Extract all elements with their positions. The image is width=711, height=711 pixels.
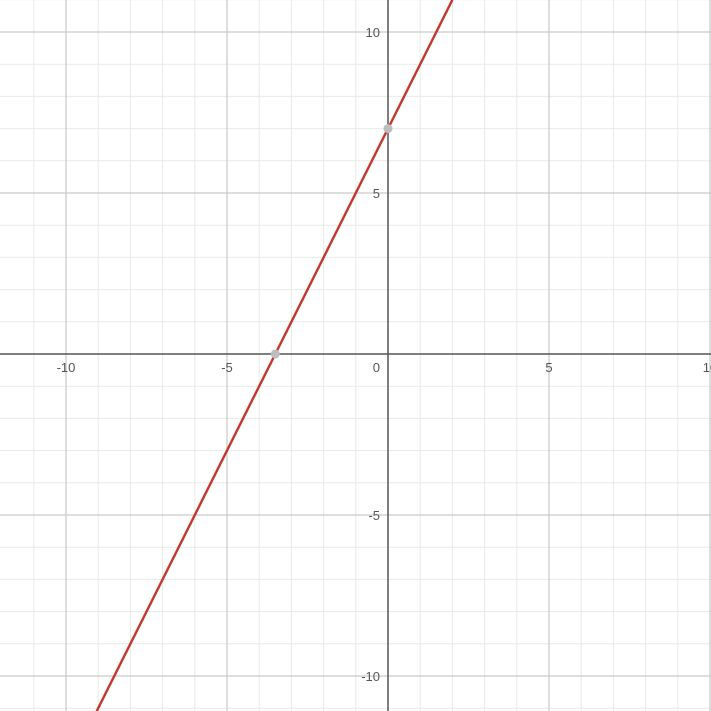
origin-label: 0 <box>373 360 380 375</box>
y-tick-label: 5 <box>373 186 380 201</box>
y-tick-label: -10 <box>361 669 380 684</box>
y-tick-label: -5 <box>368 508 380 523</box>
x-tick-label: -5 <box>221 360 233 375</box>
x-tick-label: 10 <box>703 360 711 375</box>
x-tick-label: -10 <box>57 360 76 375</box>
y-tick-label: 10 <box>366 25 380 40</box>
x-tick-label: 5 <box>545 360 552 375</box>
chart-svg: -10 -5 5 10 -10 -5 5 10 0 <box>0 0 711 711</box>
line-chart: -10 -5 5 10 -10 -5 5 10 0 <box>0 0 711 711</box>
